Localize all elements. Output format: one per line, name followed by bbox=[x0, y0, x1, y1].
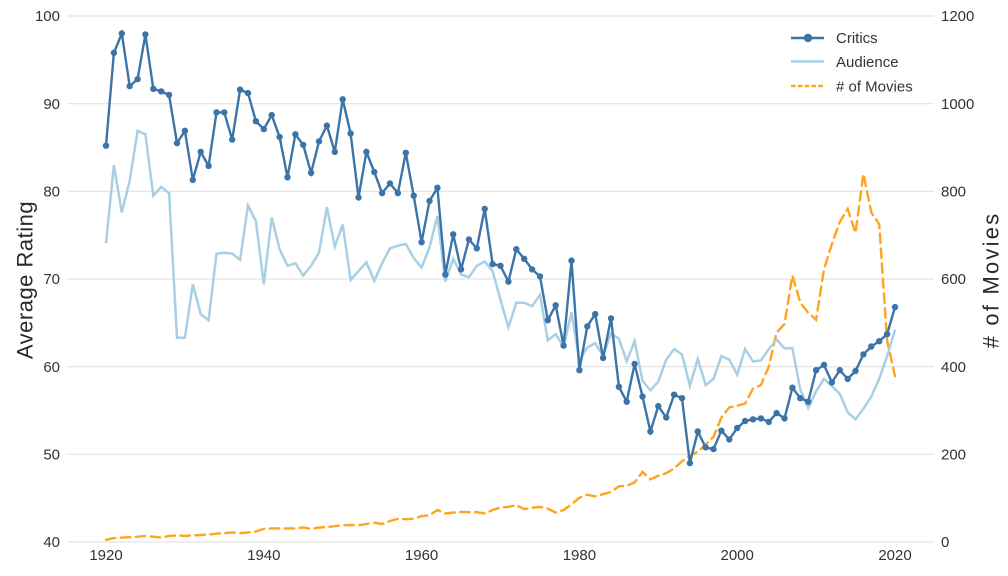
svg-text:1000: 1000 bbox=[941, 96, 974, 113]
svg-text:90: 90 bbox=[43, 96, 60, 113]
svg-text:Critics: Critics bbox=[836, 30, 878, 47]
svg-text:1920: 1920 bbox=[89, 547, 122, 564]
svg-text:80: 80 bbox=[43, 184, 60, 201]
svg-text:70: 70 bbox=[43, 271, 60, 288]
svg-text:1940: 1940 bbox=[247, 547, 280, 564]
svg-text:100: 100 bbox=[35, 8, 60, 25]
svg-text:2020: 2020 bbox=[878, 547, 911, 564]
svg-text:2000: 2000 bbox=[721, 547, 754, 564]
svg-text:0: 0 bbox=[941, 534, 949, 551]
svg-text:40: 40 bbox=[43, 534, 60, 551]
svg-text:# of Movies: # of Movies bbox=[836, 79, 913, 96]
svg-text:800: 800 bbox=[941, 184, 966, 201]
svg-text:1200: 1200 bbox=[941, 8, 974, 25]
svg-text:Average Rating: Average Rating bbox=[13, 201, 38, 359]
svg-text:50: 50 bbox=[43, 447, 60, 464]
svg-text:200: 200 bbox=[941, 447, 966, 464]
svg-text:60: 60 bbox=[43, 359, 60, 376]
svg-text:400: 400 bbox=[941, 359, 966, 376]
svg-text:600: 600 bbox=[941, 271, 966, 288]
svg-text:1960: 1960 bbox=[405, 547, 438, 564]
svg-text:1980: 1980 bbox=[563, 547, 596, 564]
svg-text:Audience: Audience bbox=[836, 54, 899, 71]
svg-text:# of Movies: # of Movies bbox=[979, 212, 1004, 349]
